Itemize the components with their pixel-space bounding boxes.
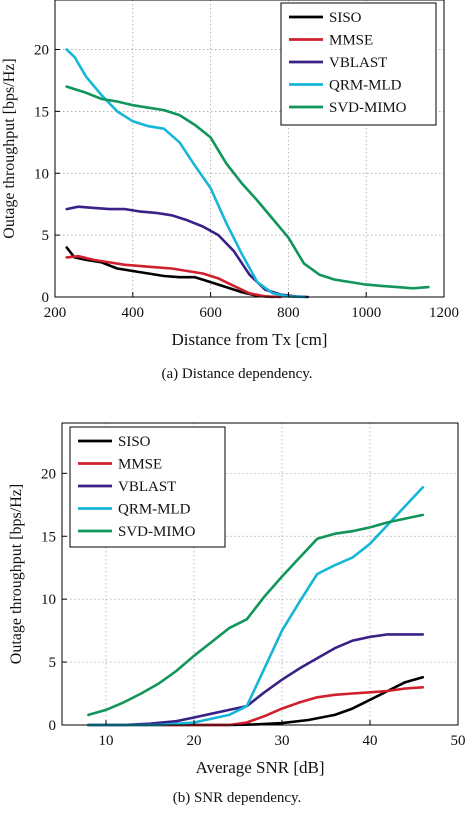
x-tick-label: 600 [199, 305, 222, 321]
y-tick-label: 20 [34, 43, 49, 59]
legend-label-qrm-mld: QRM-MLD [329, 78, 402, 94]
y-tick-label: 5 [49, 655, 57, 671]
series-line-svd-mimo [65, 85, 430, 290]
legend-label-vblast: VBLAST [118, 479, 176, 495]
series-line-qrm-mld [87, 485, 425, 727]
x-tick-label: 800 [277, 305, 300, 321]
legend-label-vblast: VBLAST [329, 55, 387, 71]
y-tick-label: 15 [41, 529, 56, 545]
y-tick-label: 10 [34, 166, 49, 182]
caption-snr: (b) SNR dependency. [172, 790, 302, 806]
chart-distance: 200 400 600 800 1000 1200 0 5 10 15 20 Distance fro… [1, 0, 459, 349]
plot-frame [54, 0, 445, 298]
series-line-vblast [87, 633, 425, 727]
series-line-qrm-mld [65, 48, 306, 299]
y-tick-label: 15 [34, 104, 49, 120]
x-axis-label: Distance from Tx [cm] [172, 330, 328, 349]
x-tick-label: 30 [275, 733, 290, 749]
legend-box [280, 2, 437, 126]
chart-snr: 10 20 30 40 50 0 5 10 15 20 Average SNR [dB] Outage… [8, 422, 466, 777]
series-line-svd-mimo [87, 513, 425, 717]
legend-label-qrm-mld: QRM-MLD [118, 502, 191, 518]
legend-label-svd-mimo: SVD-MIMO [329, 100, 407, 116]
legend-label-mmse: MMSE [118, 457, 162, 473]
x-tick-label: 400 [122, 305, 145, 321]
y-axis-label: Outage throughput [bps/Hz] [1, 58, 18, 238]
x-tick-label: 10 [99, 733, 114, 749]
series-line-mmse [65, 254, 282, 299]
y-tick-label: 10 [41, 592, 56, 608]
y-tick-label: 20 [41, 466, 56, 482]
caption-distance: (a) Distance dependency. [161, 366, 313, 382]
x-tick-label: 1200 [429, 305, 459, 321]
y-tick-label: 0 [42, 290, 50, 306]
legend-label-siso: SISO [118, 434, 151, 450]
x-tick-label: 200 [44, 305, 67, 321]
legend-label-svd-mimo: SVD-MIMO [118, 524, 196, 540]
x-tick-label: 20 [187, 733, 202, 749]
x-tick-label: 1000 [351, 305, 381, 321]
series-line-mmse [87, 685, 425, 727]
series-line-siso [65, 246, 275, 299]
x-tick-label: 50 [451, 733, 466, 749]
plot-frame [61, 422, 459, 726]
x-tick-label: 40 [363, 733, 378, 749]
y-tick-label: 0 [49, 718, 57, 734]
y-axis-label: Outage throughput [bps/Hz] [8, 484, 25, 664]
y-tick-label: 5 [42, 228, 50, 244]
legend-label-mmse: MMSE [329, 33, 373, 49]
series-line-vblast [65, 205, 310, 299]
x-axis-label: Average SNR [dB] [195, 758, 324, 777]
legend-label-siso: SISO [329, 10, 362, 26]
